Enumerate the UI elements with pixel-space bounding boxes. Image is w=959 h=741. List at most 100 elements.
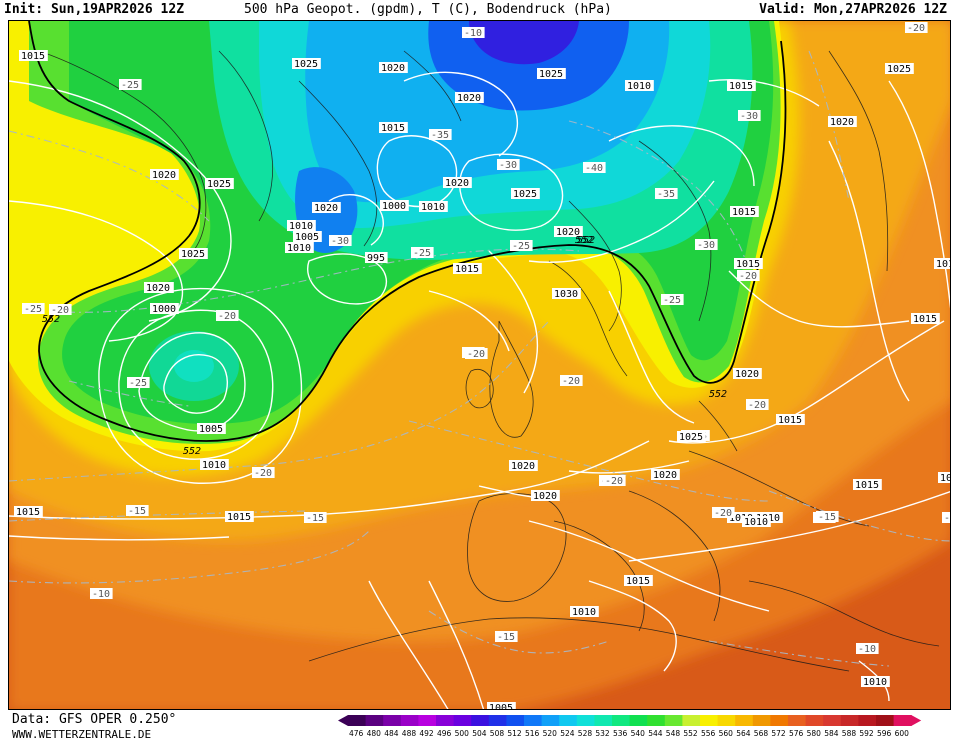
colorbar-swatch [594,715,613,726]
temperature-label-box [304,512,327,523]
pressure-label: 1010 [570,606,599,618]
pressure-label-box [287,220,316,231]
temperature-label-box [942,512,950,523]
colorbar-tick-label: 548 [666,729,681,738]
temperature-label: -40 [583,162,606,174]
colorbar-tick-label: 512 [507,729,522,738]
temperature-label-text: -20 [218,311,236,322]
pressure-label-text: 1015 [913,314,937,325]
colorbar-tick-label: 576 [789,729,804,738]
temperature-label-box [816,511,839,522]
height-label: 552 [709,389,727,400]
pressure-label-box [554,226,583,237]
temperature-label: -25 [510,240,533,252]
pressure-label-box [379,122,408,133]
colorbar-swatch [805,715,824,726]
temperature-label: -10 [856,643,879,655]
pressure-label-text: 1010 [863,677,887,688]
pressure-label: 1015 [776,414,805,426]
pressure-label-text: 1020 [830,117,854,128]
colorbar-tick-label: 600 [895,729,910,738]
pressure-label-box [651,469,680,480]
pressure-label-box [911,313,940,324]
pressure-label: 1010 [625,80,654,92]
colorbar-left-arrow [338,715,348,726]
colorbar-swatch [823,715,842,726]
pressure-label-box [733,368,762,379]
pressure-label-text: 1010 [627,81,651,92]
colorbar-tick-label: 584 [824,729,839,738]
pressure-label: 1020 [312,202,341,214]
pressure-label-text: 1015 [21,51,45,62]
temperature-label: -35 [429,129,452,141]
colorbar-tick-label: 556 [701,729,716,738]
pressure-label-box [624,575,653,586]
temperature-label-box [510,240,533,251]
pressure-label: 1010 [287,220,316,232]
temperature-isotherms [9,50,950,667]
temperature-label: -20 [712,507,735,519]
init-value: Sun,19APR2026 12Z [50,2,185,17]
pressure-label-box [144,282,173,293]
temperature-label: -25 [22,303,45,315]
pressure-label: 1025 [179,248,208,260]
valid-time: Valid: Mon,27APR2026 12Z [759,0,947,20]
pressure-label-box [379,62,408,73]
colorbar-swatch [453,715,472,726]
pressure-label-text: 1010 [572,607,596,618]
temperature-label-text: -15 [944,513,951,524]
colorbar-tick-label: 532 [595,729,610,738]
pressure-label: 1015 [938,472,950,484]
pressure-label-text: 1025 [513,189,537,200]
colorbar-swatch [647,715,666,726]
isobars [9,71,950,709]
pressure-label: 1010 [285,242,314,254]
temperature-label: -30 [738,110,761,122]
colorbar-tick-label: 508 [490,729,505,738]
height-label-text: 552 [709,389,727,400]
pressure-label-box [19,50,48,61]
header-bar: Init: Sun,19APR2026 12Z 500 hPa Geopot. … [0,0,959,20]
pressure-label-box [537,68,566,79]
temperature-label-text: -20 [739,271,757,282]
temperature-label-box [119,79,142,90]
colorbar-tick-label: 540 [631,729,646,738]
temperature-label-text: -15 [497,632,515,643]
colorbar-swatch [488,715,507,726]
pressure-label: 1030 [552,288,581,300]
init-label: Init: [4,2,44,17]
colorbar-tick-label: 544 [648,729,663,738]
height-label-text: 552 [577,235,595,246]
colorbar-swatch [541,715,560,726]
colorbar-swatch [524,715,543,726]
temperature-label-text: -35 [657,189,675,200]
pressure-label: 1020 [144,282,173,294]
temperature-label-text: -10 [464,28,482,39]
temperature-label-box [495,631,518,642]
pressure-label-text: 1010 [202,460,226,471]
temperature-label-box [216,310,239,321]
colorbar-tick-label: 492 [419,729,434,738]
temperature-label-box [252,467,275,478]
pressure-label: 1015 [911,313,940,325]
temperature-label: -15 [495,631,518,643]
colorbar-swatch [752,715,771,726]
temperature-label-text: -15 [306,513,324,524]
temperature-label-box [856,643,879,654]
pressure-label-text: 1015 [455,264,479,275]
pressure-label-text: 1015 [381,123,405,134]
pressure-label: 1000 [380,200,409,212]
pressure-label-box [727,512,756,523]
colorbar-tick-label: 528 [578,729,593,738]
temperature-label-text: -20 [605,476,623,487]
pressure-label: 1020 [150,169,179,181]
colorbar-tick-label: 536 [613,729,628,738]
pressure-label-text: 1020 [533,491,557,502]
pressure-label-box [509,460,538,471]
parameter-title: 500 hPa Geopot. (gpdm), T (C), Bodendruc… [244,2,612,17]
colorbar-swatch [436,715,455,726]
pressure-label-text: 1020 [314,203,338,214]
colorbar-tick-label: 520 [543,729,558,738]
temperature-label: -20 [252,467,275,479]
pressure-label: 1025 [677,431,706,443]
